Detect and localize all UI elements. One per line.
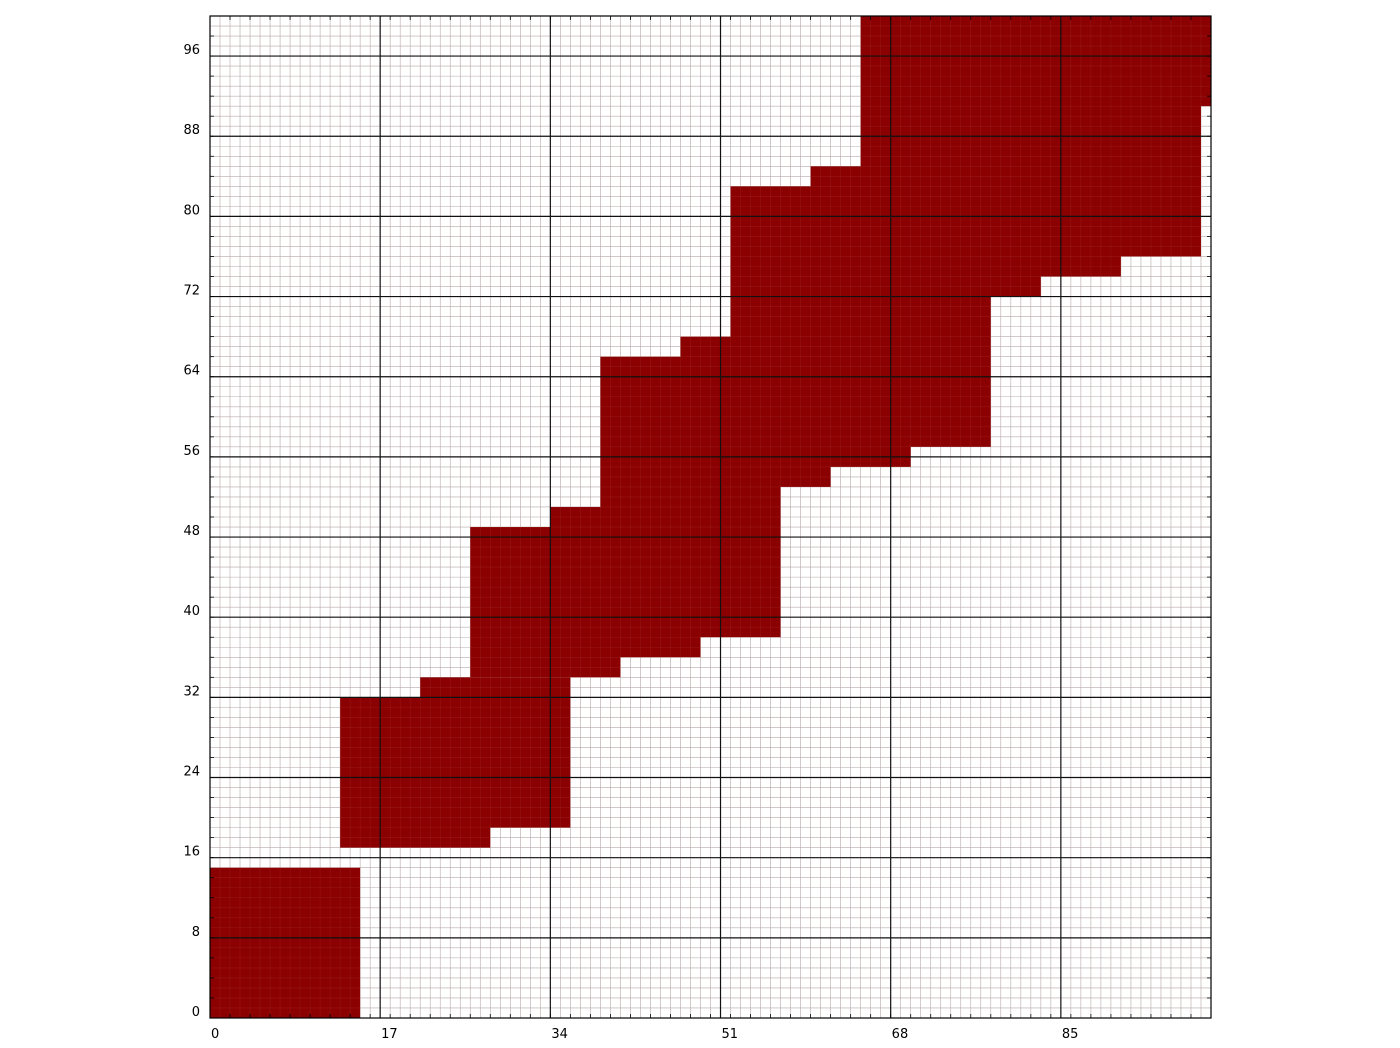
x-tick-label: 17 <box>381 1027 398 1042</box>
y-tick-label: 8 <box>192 925 200 940</box>
y-tick-labels: 0 8 16 24 32 40 48 56 64 72 80 88 96 <box>183 43 200 1020</box>
filled-region <box>420 677 571 828</box>
y-tick-label: 24 <box>183 765 200 780</box>
y-tick-label: 96 <box>183 43 200 58</box>
y-tick-label: 0 <box>192 1005 200 1020</box>
x-tick-label: 51 <box>722 1027 739 1042</box>
major-grid <box>210 16 1211 1018</box>
x-tick-label: 0 <box>211 1027 219 1042</box>
x-tick-labels: 0 17 34 51 68 85 <box>211 1027 1078 1042</box>
y-tick-label: 88 <box>183 123 200 138</box>
x-tick-label: 68 <box>892 1027 909 1042</box>
x-tick-label: 34 <box>551 1027 568 1042</box>
cell-overlay-grid <box>209 15 1212 1019</box>
y-tick-label: 48 <box>183 524 200 539</box>
filled-region <box>1200 16 1211 107</box>
plot-frame <box>209 15 1212 1019</box>
filled-region <box>210 867 361 1018</box>
y-tick-label: 32 <box>183 684 200 699</box>
x-tick-label: 85 <box>1062 1027 1079 1042</box>
y-tick-label: 16 <box>183 845 200 860</box>
y-tick-label: 56 <box>183 444 200 459</box>
y-tick-label: 72 <box>183 284 200 299</box>
y-tick-label: 80 <box>183 203 200 218</box>
y-tick-label: 40 <box>183 604 200 619</box>
y-tick-label: 64 <box>183 364 200 379</box>
